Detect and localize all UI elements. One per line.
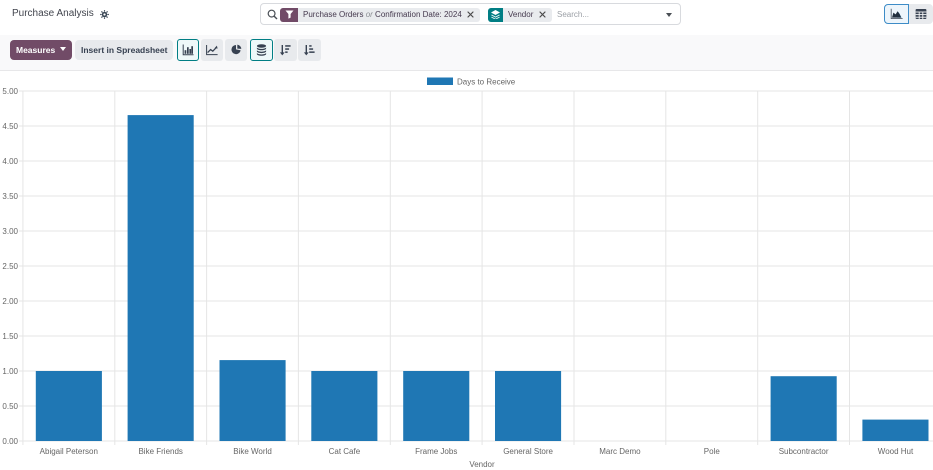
svg-text:General Store: General Store <box>503 447 553 456</box>
svg-text:2.00: 2.00 <box>2 297 18 306</box>
svg-text:Marc Demo: Marc Demo <box>599 447 641 456</box>
svg-text:Cat Cafe: Cat Cafe <box>329 447 361 456</box>
svg-text:4.50: 4.50 <box>2 122 18 131</box>
svg-text:Abigail Peterson: Abigail Peterson <box>40 447 98 456</box>
svg-text:Frame Jobs: Frame Jobs <box>415 447 457 456</box>
svg-text:1.00: 1.00 <box>2 367 18 376</box>
svg-text:3.00: 3.00 <box>2 227 18 236</box>
svg-text:0.00: 0.00 <box>2 437 18 446</box>
svg-text:2.50: 2.50 <box>2 262 18 271</box>
svg-text:Vendor: Vendor <box>469 460 495 469</box>
svg-text:Subcontractor: Subcontractor <box>779 447 829 456</box>
svg-text:Bike World: Bike World <box>233 447 272 456</box>
svg-text:3.50: 3.50 <box>2 192 18 201</box>
svg-text:Pole: Pole <box>704 447 721 456</box>
svg-text:4.00: 4.00 <box>2 157 18 166</box>
svg-text:Days to Receive: Days to Receive <box>457 78 516 87</box>
svg-text:Wood Hut: Wood Hut <box>878 447 914 456</box>
svg-text:1.50: 1.50 <box>2 332 18 341</box>
svg-text:Bike Friends: Bike Friends <box>138 447 182 456</box>
svg-text:0.50: 0.50 <box>2 402 18 411</box>
svg-text:5.00: 5.00 <box>2 87 18 96</box>
